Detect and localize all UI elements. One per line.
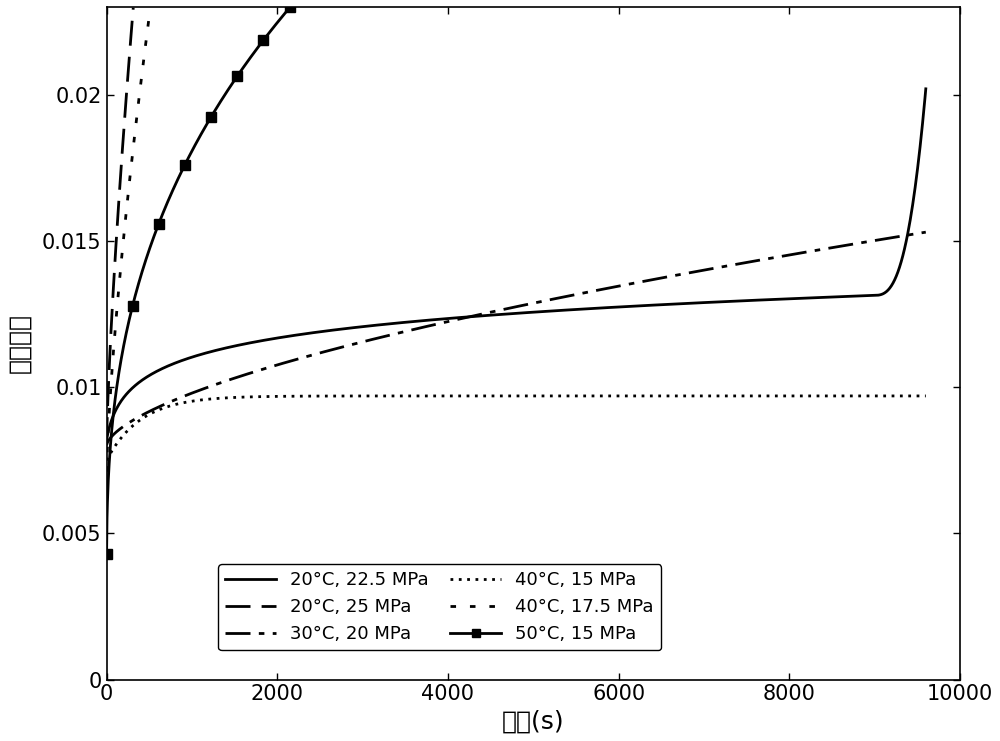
Y-axis label: 蚀变应变: 蚀变应变 xyxy=(7,313,31,373)
X-axis label: 时间(s): 时间(s) xyxy=(502,710,565,734)
Legend: 20°C, 22.5 MPa, 20°C, 25 MPa, 30°C, 20 MPa, 40°C, 15 MPa, 40°C, 17.5 MPa, 50°C, : 20°C, 22.5 MPa, 20°C, 25 MPa, 30°C, 20 M… xyxy=(218,564,661,651)
